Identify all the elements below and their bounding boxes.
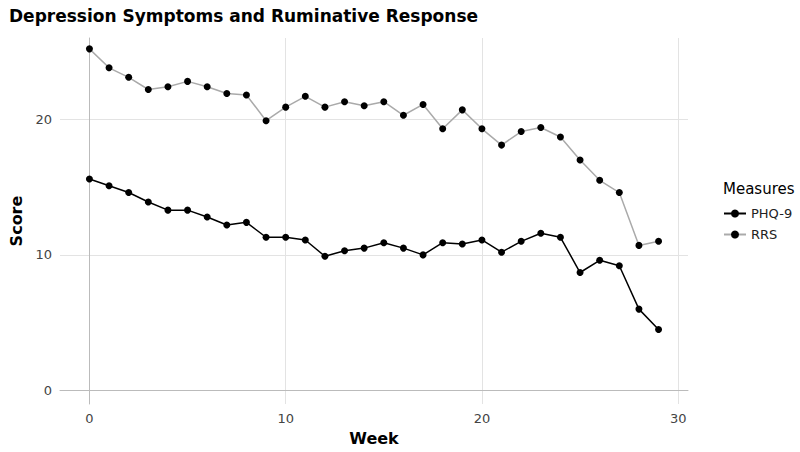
svg-text:RRS: RRS — [751, 227, 777, 242]
svg-text:10: 10 — [35, 247, 52, 262]
svg-text:20: 20 — [474, 411, 491, 426]
svg-text:0: 0 — [44, 383, 52, 398]
svg-text:30: 30 — [670, 411, 687, 426]
svg-text:Score: Score — [7, 195, 26, 246]
svg-text:10: 10 — [277, 411, 294, 426]
svg-text:Depression Symptoms and Rumina: Depression Symptoms and Ruminative Respo… — [9, 6, 478, 26]
svg-text:0: 0 — [85, 411, 93, 426]
svg-text:20: 20 — [35, 112, 52, 127]
svg-text:Measures: Measures — [723, 180, 795, 198]
svg-text:PHQ-9: PHQ-9 — [751, 206, 792, 221]
svg-text:Week: Week — [349, 429, 399, 448]
